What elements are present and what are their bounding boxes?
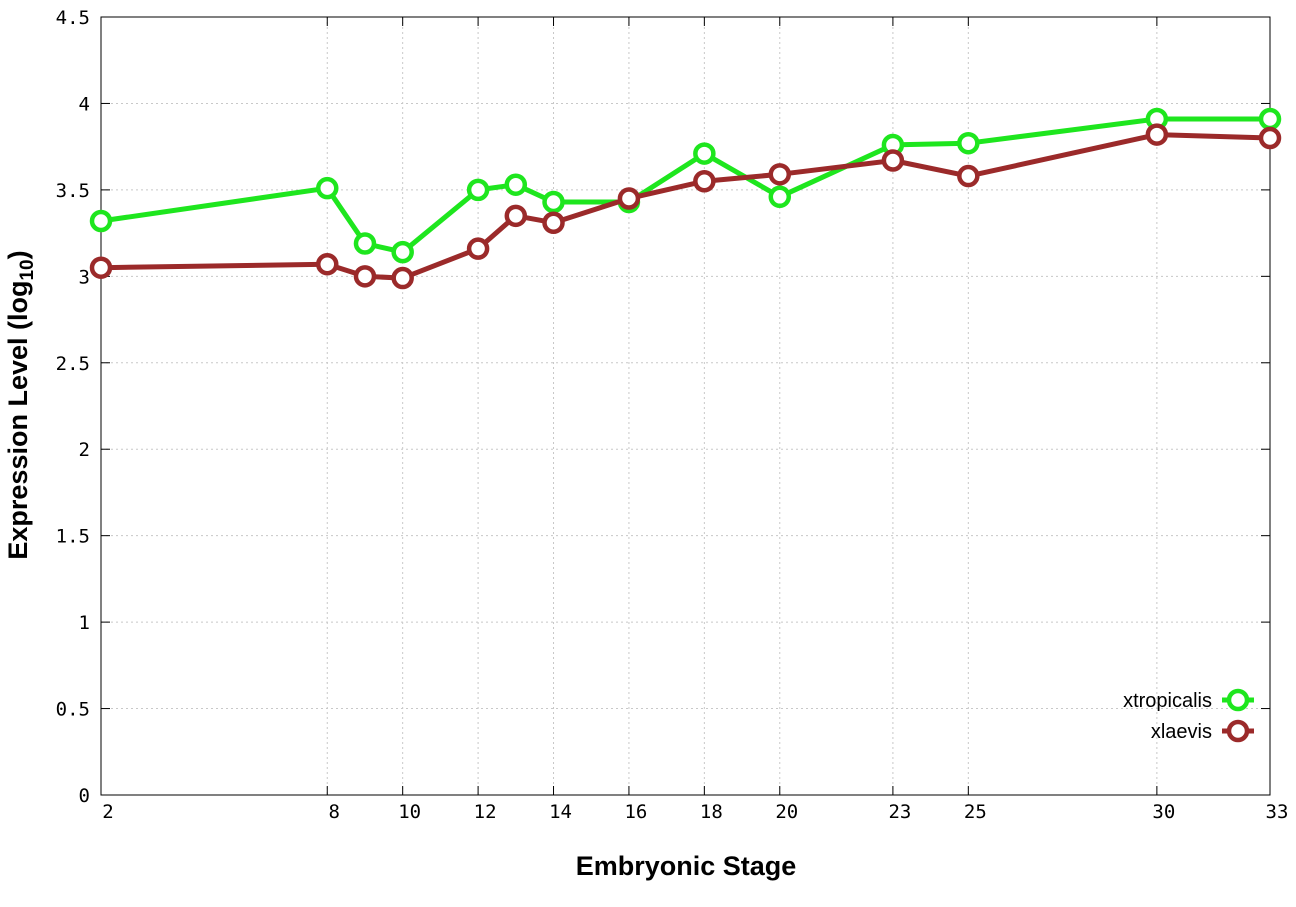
data-point-xlaevis — [957, 164, 980, 188]
legend-label: xtropicalis — [1123, 690, 1212, 712]
x-tick-label: 12 — [474, 801, 497, 823]
data-point-xtropicalis — [957, 131, 980, 155]
x-axis-title: Embryonic Stage — [576, 851, 797, 881]
x-tick-label: 10 — [398, 801, 421, 823]
data-point-xlaevis — [1258, 126, 1282, 150]
y-tick-label: 3.5 — [56, 180, 90, 202]
data-point-xtropicalis — [466, 178, 490, 202]
x-tick-label: 33 — [1266, 801, 1289, 823]
y-tick-label: 0 — [79, 785, 90, 807]
legend-item-xlaevis: xlaevis — [1151, 719, 1254, 743]
data-point-xlaevis — [316, 252, 339, 276]
series-xtropicalis — [89, 107, 1282, 264]
tick-labels: 0 0.5 1 1.5 2 2.5 3 3.5 4 4.5 2 8 10 12 14 16 18 20 23 25 30… — [56, 7, 1289, 823]
data-point-xtropicalis — [391, 240, 414, 264]
data-point-xtropicalis — [504, 173, 528, 196]
grid-layer — [101, 17, 1270, 795]
axes-layer — [100, 16, 1271, 796]
y-tick-label: 3 — [79, 266, 90, 288]
y-tick-label: 4.5 — [56, 7, 90, 29]
data-point-xlaevis — [693, 169, 716, 193]
y-axis-title: Expression Level (log10) — [3, 250, 38, 559]
y-tick-label: 1 — [79, 612, 90, 634]
x-tick-label: 20 — [775, 801, 798, 823]
data-point-xlaevis — [391, 266, 414, 290]
series-line-xlaevis — [100, 132, 1271, 281]
x-tick-label: 8 — [329, 801, 340, 823]
data-point-xtropicalis — [542, 190, 565, 214]
x-tick-label: 30 — [1152, 801, 1175, 823]
y-axis-title-main: Expression Level (log — [3, 281, 33, 560]
legend-swatch-marker — [1226, 688, 1250, 712]
y-tick-label: 2.5 — [56, 353, 90, 375]
series-layer — [89, 107, 1282, 290]
data-point-xlaevis — [89, 256, 113, 279]
y-tick-label: 2 — [79, 439, 90, 461]
legend-swatch-marker — [1226, 719, 1250, 743]
y-axis-title-subscript: 10 — [17, 259, 38, 280]
legend-item-xtropicalis: xtropicalis — [1123, 688, 1254, 712]
x-tick-label: 18 — [700, 801, 723, 823]
data-point-xtropicalis — [353, 232, 377, 255]
x-tick-label: 14 — [549, 801, 572, 823]
data-point-xlaevis — [542, 211, 565, 234]
data-point-xtropicalis — [89, 209, 113, 233]
y-tick-label: 1.5 — [56, 526, 90, 548]
data-point-xtropicalis — [316, 176, 339, 200]
plot-frame — [100, 16, 1271, 796]
data-point-xlaevis — [466, 237, 490, 260]
y-axis-title-close: ) — [3, 250, 33, 259]
legend-label: xlaevis — [1151, 721, 1212, 743]
x-tick-label: 25 — [964, 801, 987, 823]
data-point-xlaevis — [504, 204, 528, 228]
data-point-xtropicalis — [693, 142, 716, 165]
y-tick-label: 0.5 — [56, 699, 90, 721]
data-point-xtropicalis — [768, 185, 792, 209]
data-point-xlaevis — [353, 265, 377, 288]
data-point-xlaevis — [768, 163, 792, 186]
series-xlaevis — [89, 123, 1282, 290]
data-point-xlaevis — [617, 187, 641, 210]
data-point-xlaevis — [881, 149, 905, 172]
y-tick-label: 4 — [79, 93, 90, 115]
data-point-xtropicalis — [1258, 107, 1282, 131]
data-point-xlaevis — [1145, 123, 1169, 146]
x-tick-label: 16 — [624, 801, 647, 823]
x-tick-label: 23 — [888, 801, 911, 823]
x-tick-label: 2 — [102, 801, 113, 823]
legend: xtropicalis xlaevis — [1123, 688, 1254, 743]
